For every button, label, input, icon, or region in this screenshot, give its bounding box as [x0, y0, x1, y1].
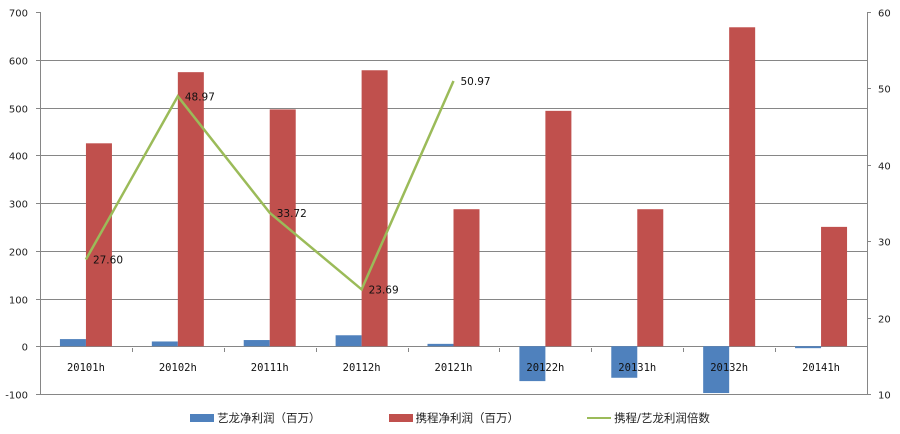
line-data-label: 50.97 — [461, 76, 491, 88]
bar — [59, 339, 86, 347]
category-label: 20111h — [251, 362, 289, 374]
left-tick-label: 600 — [9, 57, 28, 68]
left-tick-label: 400 — [9, 152, 28, 163]
bar — [453, 209, 480, 347]
bar — [821, 226, 848, 347]
bar — [177, 72, 204, 347]
bar — [335, 335, 362, 347]
bar — [611, 346, 638, 378]
category-label: 20131h — [618, 362, 656, 374]
bar — [361, 70, 388, 347]
legend-label: 艺龙净利润（百万） — [217, 411, 321, 425]
legend-item-elong-profit: 艺龙净利润（百万） — [190, 408, 321, 428]
line-data-label: 27.60 — [93, 255, 123, 267]
bar — [729, 27, 756, 347]
bar — [243, 340, 270, 347]
bar — [519, 346, 546, 382]
left-tick-label: 100 — [9, 296, 28, 307]
right-tick-label: 10 — [878, 391, 891, 402]
right-tick-label: 20 — [878, 315, 891, 326]
legend-item-profit-ratio: 携程/艺龙利润倍数 — [587, 408, 710, 428]
category-label: 20121h — [435, 362, 473, 374]
left-tick-label: 0 — [22, 343, 28, 354]
right-tick-label: 60 — [878, 9, 891, 20]
bar — [85, 143, 112, 347]
category-label: 20102h — [159, 362, 197, 374]
line-data-labels: 27.60 48.97 33.72 23.69 50.97 — [93, 76, 491, 296]
legend-swatch-red — [388, 414, 413, 422]
ratio-line — [84, 80, 455, 292]
category-label: 20112h — [343, 362, 381, 374]
left-axis-ticks: 700 600 500 400 300 200 100 0 -100 — [5, 9, 28, 402]
legend-item-ctrip-profit: 携程净利润（百万） — [388, 408, 520, 428]
left-tick-label: 300 — [9, 200, 28, 211]
category-labels: 20101h 20102h 20111h 20112h 20121h 20122h 2013… — [67, 362, 840, 374]
bar — [151, 341, 178, 347]
left-tick-label: 200 — [9, 248, 28, 259]
line-data-label: 48.97 — [185, 91, 215, 103]
axes — [36, 12, 871, 395]
left-tick-label: 700 — [9, 9, 28, 20]
legend-swatch-green-line — [587, 417, 612, 419]
right-tick-label: 50 — [878, 85, 891, 96]
legend-label: 携程净利润（百万） — [415, 411, 520, 425]
right-tick-label: 30 — [878, 238, 891, 249]
category-label: 20101h — [67, 362, 105, 374]
legend: 艺龙净利润（百万） 携程净利润（百万） 携程/艺龙利润倍数 — [0, 408, 900, 428]
left-tick-label: -100 — [5, 391, 28, 402]
right-tick-label: 40 — [878, 162, 891, 173]
bar — [269, 109, 296, 347]
bar — [545, 110, 572, 347]
bar — [795, 346, 822, 349]
bar — [427, 343, 454, 347]
category-label: 20132h — [710, 362, 748, 374]
category-label: 20141h — [802, 362, 840, 374]
right-axis-ticks: 60 50 40 30 20 10 — [878, 9, 891, 402]
line-series — [84, 80, 455, 292]
legend-swatch-blue — [190, 414, 215, 422]
line-data-label: 23.69 — [369, 284, 399, 296]
bar-series — [59, 27, 848, 394]
category-label: 20122h — [526, 362, 564, 374]
bar — [637, 209, 664, 347]
legend-label: 携程/艺龙利润倍数 — [614, 411, 710, 425]
left-tick-label: 500 — [9, 105, 28, 116]
bar — [703, 346, 730, 394]
line-data-label: 33.72 — [277, 208, 307, 220]
